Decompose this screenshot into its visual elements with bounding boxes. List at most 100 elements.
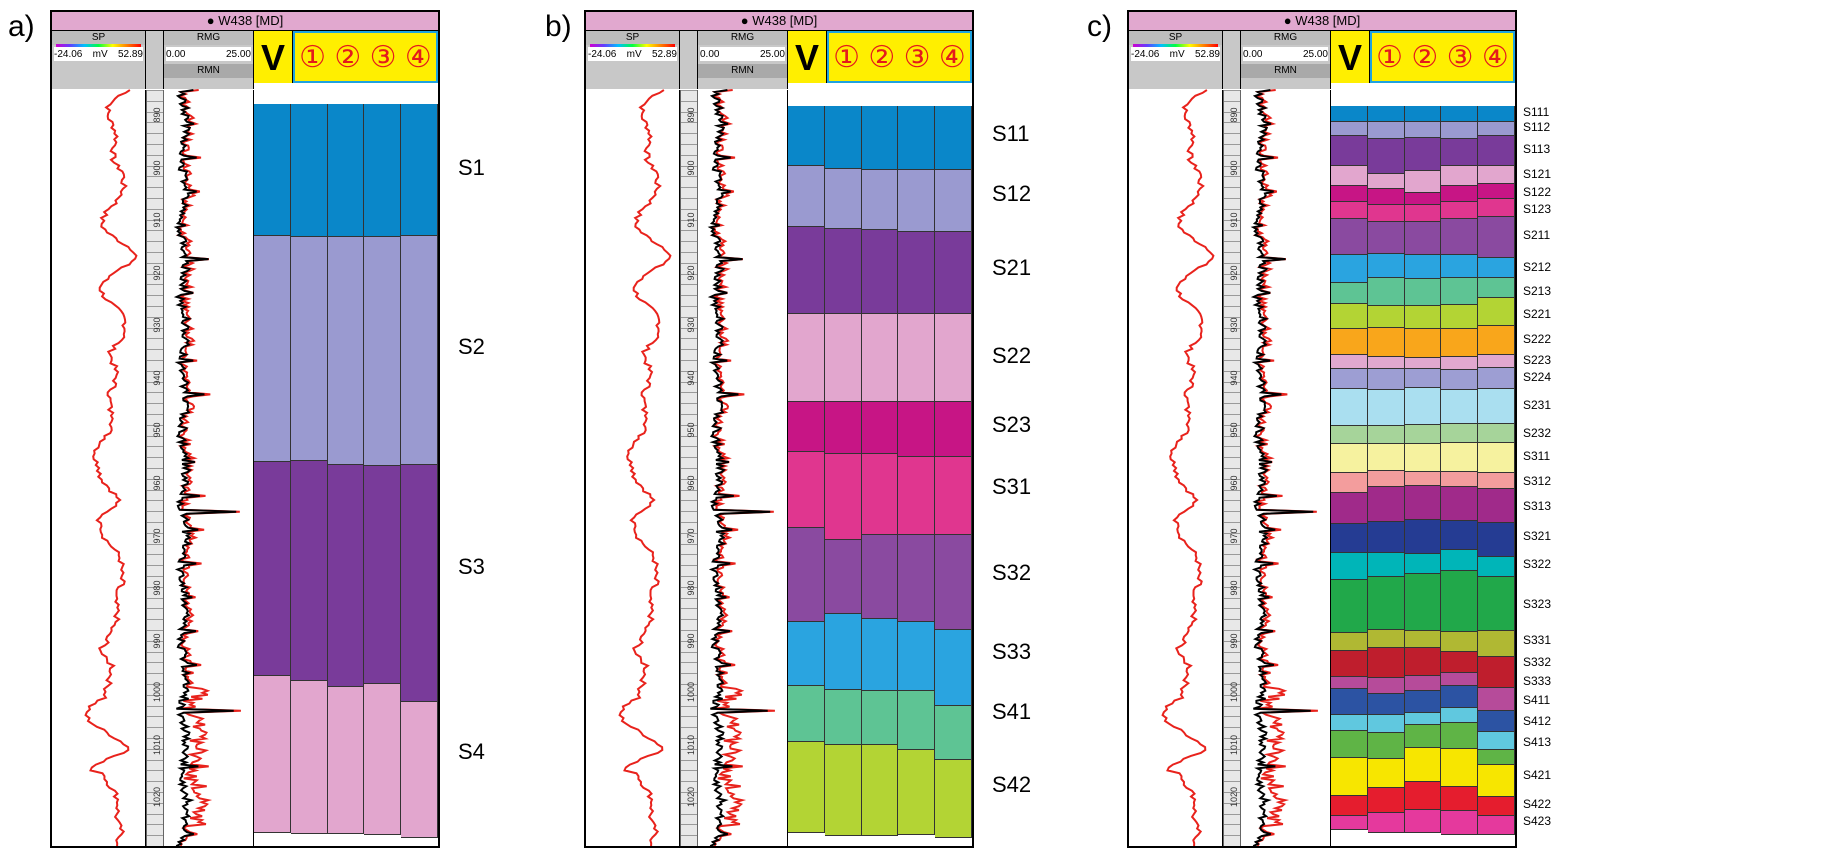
zone-cell-S311 [1478,442,1515,474]
depth-tick [1224,457,1240,459]
depth-tick [1224,608,1240,610]
depth-tick [1224,759,1240,761]
zone-label: S32 [992,559,1032,585]
well-log-panel: ● W438 [MD] SP -24.06 mV 52.89 RMG 0.00 25.00 RM… [50,10,440,848]
zone-cell-S211 [1478,217,1515,258]
zone-cell-S42 [861,745,899,837]
zone-cell-S331 [1404,631,1442,649]
depth-tick [147,824,163,826]
depth-tick [147,770,163,772]
zone-label: S123 [1523,201,1552,216]
depth-tick [147,424,163,426]
zone-cell-S322 [1478,557,1515,577]
zone-cell-S332 [1441,652,1479,673]
depth-tick [147,165,163,167]
depth-tick [1224,273,1240,275]
rmg-header: RMG 0.00 25.00 RMN [164,31,254,89]
depth-tick [681,489,697,491]
depth-tick [147,716,163,718]
depth-tick [1224,478,1240,480]
zone-cell-S2 [327,237,365,466]
depth-header [146,31,164,89]
sp-track [1129,89,1223,846]
depth-tick [1224,468,1240,469]
depth-tick [147,349,163,351]
zone-cell-S323 [1404,573,1442,632]
zone-cell-S322 [1331,552,1368,580]
rmg-right: 25.00 [225,48,251,60]
zone-cell-S1 [401,104,438,237]
zone-cell-S4 [290,680,328,835]
depth-tick [1224,219,1240,221]
zone-cell-S113 [1441,138,1479,166]
depth-label: 1010 [1229,734,1239,755]
depth-tick [147,630,163,631]
depth-tick [681,565,697,567]
sp-scale: -24.06 mV 52.89 [588,47,677,61]
rmg-name: RMG [164,31,253,45]
depth-tick [147,748,163,750]
zone-cell-S41 [898,690,936,750]
sp-left: -24.06 [588,48,617,60]
depth-tick [1224,835,1240,837]
zone-label: S12 [992,181,1032,207]
depth-tick [147,684,163,685]
depth-tick [1224,187,1240,189]
zone-cell-S112 [1331,122,1368,137]
depth-label: 920 [686,265,696,281]
depth-tick [147,252,163,253]
depth-tick [681,716,697,718]
zone-cell-S213 [1367,278,1405,306]
zone-cell-S1 [327,104,365,238]
depth-tick [147,565,163,567]
zone-cell-S231 [1478,388,1515,425]
depth-tick [1224,176,1240,178]
zone-cell-S211 [1331,219,1368,255]
depth-label: 920 [1229,265,1239,281]
circle-number-1: ① [833,39,861,75]
depth-label: 980 [686,580,696,596]
zone-cell-S323 [1367,576,1405,630]
zone-cell-S221 [1404,305,1442,330]
depth-tick [681,630,697,631]
circle-number-2: ② [868,39,896,75]
zone-cell-S33 [824,613,862,690]
zone-label: S232 [1523,425,1552,440]
zone-cell-S3 [327,465,365,687]
depth-tick [681,252,697,253]
depth-tick [681,802,697,804]
depth-tick [681,468,697,469]
depth-tick [681,543,697,545]
resistivity-curves [173,89,241,846]
well-title: ● W438 [MD] [1129,12,1515,31]
rmn-name: RMN [698,64,787,78]
depth-tick [1224,165,1240,167]
zone-cell-S111 [1441,106,1479,123]
depth-tick [681,198,697,199]
depth-tick [1224,262,1240,264]
depth-tick [681,338,697,340]
zone-cell-S421 [1367,758,1405,789]
zone-label: S311 [1523,449,1551,464]
zone-cell-S121 [1404,171,1442,193]
zone-cell-S413 [1404,724,1442,749]
zone-label: S211 [1523,227,1551,242]
zone-label: S231 [1523,398,1552,413]
rmg-scale: 0.00 25.00 [1243,47,1328,61]
rmg-right: 25.00 [759,48,785,60]
depth-tick [681,554,697,556]
depth-tick [1224,532,1240,534]
zone-cell-S232 [1441,424,1479,444]
depth-tick [147,759,163,761]
depth-tick [681,705,697,707]
zone-cell-S111 [1331,106,1368,123]
rmg-left: 0.00 [166,48,186,60]
depth-tick [681,748,697,750]
zone-cell-S32 [788,527,825,622]
zone-label: S213 [1523,284,1552,299]
zone-cell-S321 [1367,521,1405,553]
zone-cell-S223 [1441,356,1479,371]
zone-cell-S412 [1404,712,1442,725]
depth-label: 910 [1229,212,1239,228]
depth-tick [681,597,697,599]
